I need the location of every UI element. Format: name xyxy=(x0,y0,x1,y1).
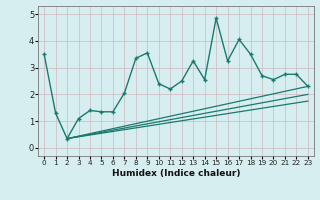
X-axis label: Humidex (Indice chaleur): Humidex (Indice chaleur) xyxy=(112,169,240,178)
